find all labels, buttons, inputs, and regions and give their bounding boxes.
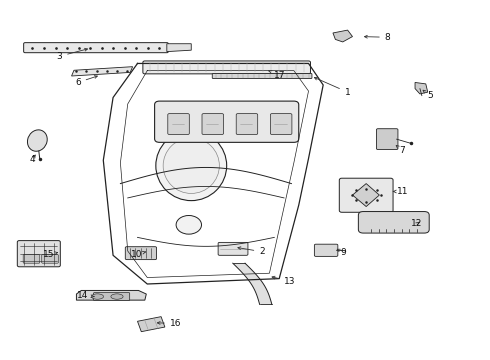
FancyBboxPatch shape xyxy=(339,178,393,212)
FancyBboxPatch shape xyxy=(212,73,312,78)
Polygon shape xyxy=(167,44,191,51)
FancyBboxPatch shape xyxy=(23,255,40,263)
FancyBboxPatch shape xyxy=(94,293,130,301)
Text: 17: 17 xyxy=(269,71,286,80)
Polygon shape xyxy=(72,67,133,76)
Text: 4: 4 xyxy=(29,155,35,164)
Text: 13: 13 xyxy=(272,276,295,285)
FancyBboxPatch shape xyxy=(270,114,292,134)
Text: 2: 2 xyxy=(238,247,265,256)
Ellipse shape xyxy=(27,130,47,151)
FancyBboxPatch shape xyxy=(358,212,429,233)
Text: 10: 10 xyxy=(131,250,146,259)
Polygon shape xyxy=(333,30,352,42)
Text: 7: 7 xyxy=(396,145,405,155)
Polygon shape xyxy=(76,291,147,300)
Polygon shape xyxy=(415,82,428,94)
Text: 15: 15 xyxy=(43,250,57,259)
Text: 5: 5 xyxy=(423,90,433,100)
FancyBboxPatch shape xyxy=(315,244,338,256)
Ellipse shape xyxy=(111,294,123,299)
Ellipse shape xyxy=(156,131,227,201)
FancyBboxPatch shape xyxy=(376,129,398,149)
FancyBboxPatch shape xyxy=(155,101,299,142)
Text: 9: 9 xyxy=(337,248,346,257)
Polygon shape xyxy=(138,317,165,332)
FancyBboxPatch shape xyxy=(24,42,168,53)
FancyBboxPatch shape xyxy=(42,255,58,263)
Text: 1: 1 xyxy=(315,77,350,96)
Text: 8: 8 xyxy=(365,33,391,42)
Text: 11: 11 xyxy=(393,187,408,196)
FancyBboxPatch shape xyxy=(143,61,311,74)
Text: 16: 16 xyxy=(157,319,181,328)
FancyBboxPatch shape xyxy=(125,247,157,260)
Ellipse shape xyxy=(163,138,220,193)
FancyBboxPatch shape xyxy=(236,114,258,134)
Polygon shape xyxy=(352,184,379,207)
Text: 14: 14 xyxy=(77,291,94,300)
FancyBboxPatch shape xyxy=(17,240,60,267)
FancyBboxPatch shape xyxy=(218,242,248,255)
Text: 12: 12 xyxy=(411,219,423,228)
Text: 3: 3 xyxy=(56,48,88,61)
Ellipse shape xyxy=(91,294,103,299)
FancyBboxPatch shape xyxy=(168,114,189,134)
FancyBboxPatch shape xyxy=(202,114,223,134)
Circle shape xyxy=(176,216,201,234)
Text: 6: 6 xyxy=(75,76,98,87)
